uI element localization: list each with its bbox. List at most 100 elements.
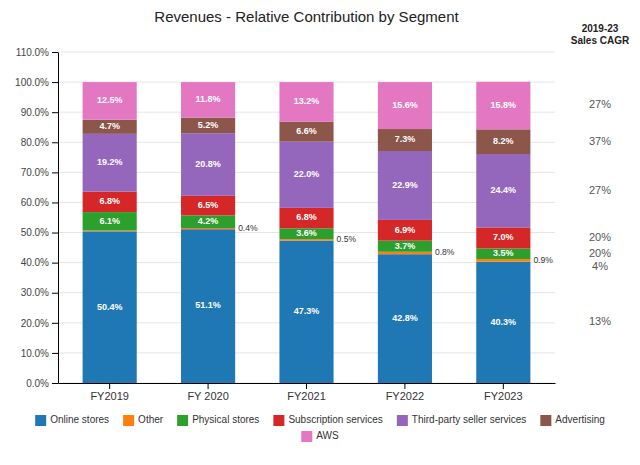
legend-label: Third-party seller services (412, 414, 526, 425)
bar-segment (181, 228, 235, 229)
bar-segment (279, 228, 333, 239)
y-axis: 0.0% 10.0% 20.0% 30.0% 40.0% 50.0% 60.0% 70.0% 8… (15, 47, 58, 389)
legend-item: Advertising (540, 414, 604, 426)
cagr-value: 4% (592, 260, 608, 272)
legend-item: Third-party seller services (397, 414, 526, 426)
bar-segment (476, 129, 530, 154)
grid (58, 52, 555, 383)
bar-segment (476, 259, 530, 262)
data-label: 51.1% (195, 300, 221, 310)
y-tick-mark (52, 202, 58, 203)
bar-segment (279, 208, 333, 228)
bar-segment (279, 82, 333, 122)
y-tick-mark (52, 263, 58, 264)
data-label: 6.8% (99, 196, 120, 206)
data-label: 3.5% (493, 248, 514, 258)
legend-item: Physical stores (177, 414, 259, 426)
y-tick: 60.0% (21, 197, 58, 208)
y-tick-label: 80.0% (21, 137, 49, 148)
y-tick: 0.0% (26, 378, 58, 389)
bar-segment (279, 142, 333, 208)
data-label: 3.6% (296, 228, 317, 238)
data-label: 15.8% (491, 100, 517, 110)
bar-segment (181, 229, 235, 383)
cagr-header: Sales CAGR (571, 35, 630, 46)
x-tick: FY2023 (484, 383, 523, 402)
data-labels: 50.4%51.1%47.3%42.8%40.3%0.4%0.5%0.8%0.9… (97, 94, 553, 327)
bar-segment (378, 252, 432, 254)
bar-segment (476, 82, 530, 130)
grid-line (58, 52, 555, 53)
data-label: 22.0% (294, 169, 320, 179)
legend-item: Subscription services (273, 414, 382, 426)
data-label: 4.7% (99, 121, 120, 131)
legend-label: Other (138, 414, 164, 425)
x-tick-mark (109, 383, 110, 389)
bar-segment (83, 82, 137, 120)
y-tick-label: 60.0% (21, 197, 49, 208)
legend-label: Advertising (555, 414, 604, 425)
y-tick-mark (52, 323, 58, 324)
data-label: 40.3% (491, 317, 517, 327)
y-tick: 30.0% (21, 287, 58, 298)
y-tick-label: 0.0% (26, 378, 49, 389)
data-label: 4.2% (198, 216, 219, 226)
y-tick: 110.0% (16, 47, 58, 58)
data-label: 6.5% (198, 200, 219, 210)
bar-segment (378, 82, 432, 129)
data-label: 0.4% (238, 223, 258, 233)
data-label: 24.4% (491, 185, 517, 195)
chart-title: Revenues - Relative Contribution by Segm… (154, 8, 459, 25)
bar-segment (181, 82, 235, 118)
bars (83, 82, 531, 383)
data-label: 6.1% (99, 216, 120, 226)
x-tick: FY2022 (386, 383, 425, 402)
y-tick-label: 70.0% (21, 167, 49, 178)
x-tick-label: FY 2020 (187, 390, 228, 402)
data-label: 0.5% (337, 234, 357, 244)
x-tick-label: FY2023 (484, 390, 523, 402)
legend-label: Subscription services (288, 414, 382, 425)
cagr-value: 37% (589, 135, 611, 147)
y-tick-label: 10.0% (21, 348, 49, 359)
bar-segment (378, 254, 432, 383)
data-label: 3.7% (395, 241, 416, 251)
x-tick: FY2021 (287, 383, 326, 402)
legend-swatch (35, 415, 46, 426)
y-tick-mark (52, 112, 58, 113)
y-tick-mark (52, 82, 58, 83)
legend: Online storesOtherPhysical storesSubscri… (35, 414, 605, 442)
y-tick: 40.0% (21, 257, 58, 268)
legend-swatch (301, 431, 312, 442)
bar-segment (181, 196, 235, 216)
y-tick-label: 30.0% (21, 287, 49, 298)
cagr-annotations: 2019-23Sales CAGR27%37%27%20%20%4%13% (571, 23, 630, 327)
y-tick: 80.0% (21, 137, 58, 148)
data-label: 15.6% (392, 100, 418, 110)
bar-segment (181, 215, 235, 228)
legend-swatch (540, 415, 551, 426)
x-tick-label: FY2021 (287, 390, 326, 402)
y-tick: 20.0% (21, 318, 58, 329)
data-label: 22.9% (392, 180, 418, 190)
x-tick-label: FY2022 (386, 390, 425, 402)
data-label: 6.9% (395, 225, 416, 235)
chart-svg: 0.0% 10.0% 20.0% 30.0% 40.0% 50.0% 60.0% 70.0% 8… (0, 0, 640, 465)
bar-segment (476, 248, 530, 259)
x-tick-label: FY2019 (90, 390, 129, 402)
y-tick: 70.0% (21, 167, 58, 178)
legend-swatch (123, 415, 134, 426)
bar-segment (476, 154, 530, 227)
bar-segment (378, 220, 432, 241)
legend-label: AWS (316, 430, 339, 441)
y-tick-label: 20.0% (21, 318, 49, 329)
y-axis-line (58, 53, 59, 384)
chart-container: 0.0% 10.0% 20.0% 30.0% 40.0% 50.0% 60.0% 70.0% 8… (0, 0, 640, 465)
data-label: 20.8% (195, 159, 221, 169)
y-tick: 50.0% (21, 227, 58, 238)
y-tick: 100.0% (15, 77, 58, 88)
data-label: 50.4% (97, 302, 123, 312)
legend-swatch (177, 415, 188, 426)
bar-segment (279, 122, 333, 142)
bar-segment (83, 231, 137, 383)
